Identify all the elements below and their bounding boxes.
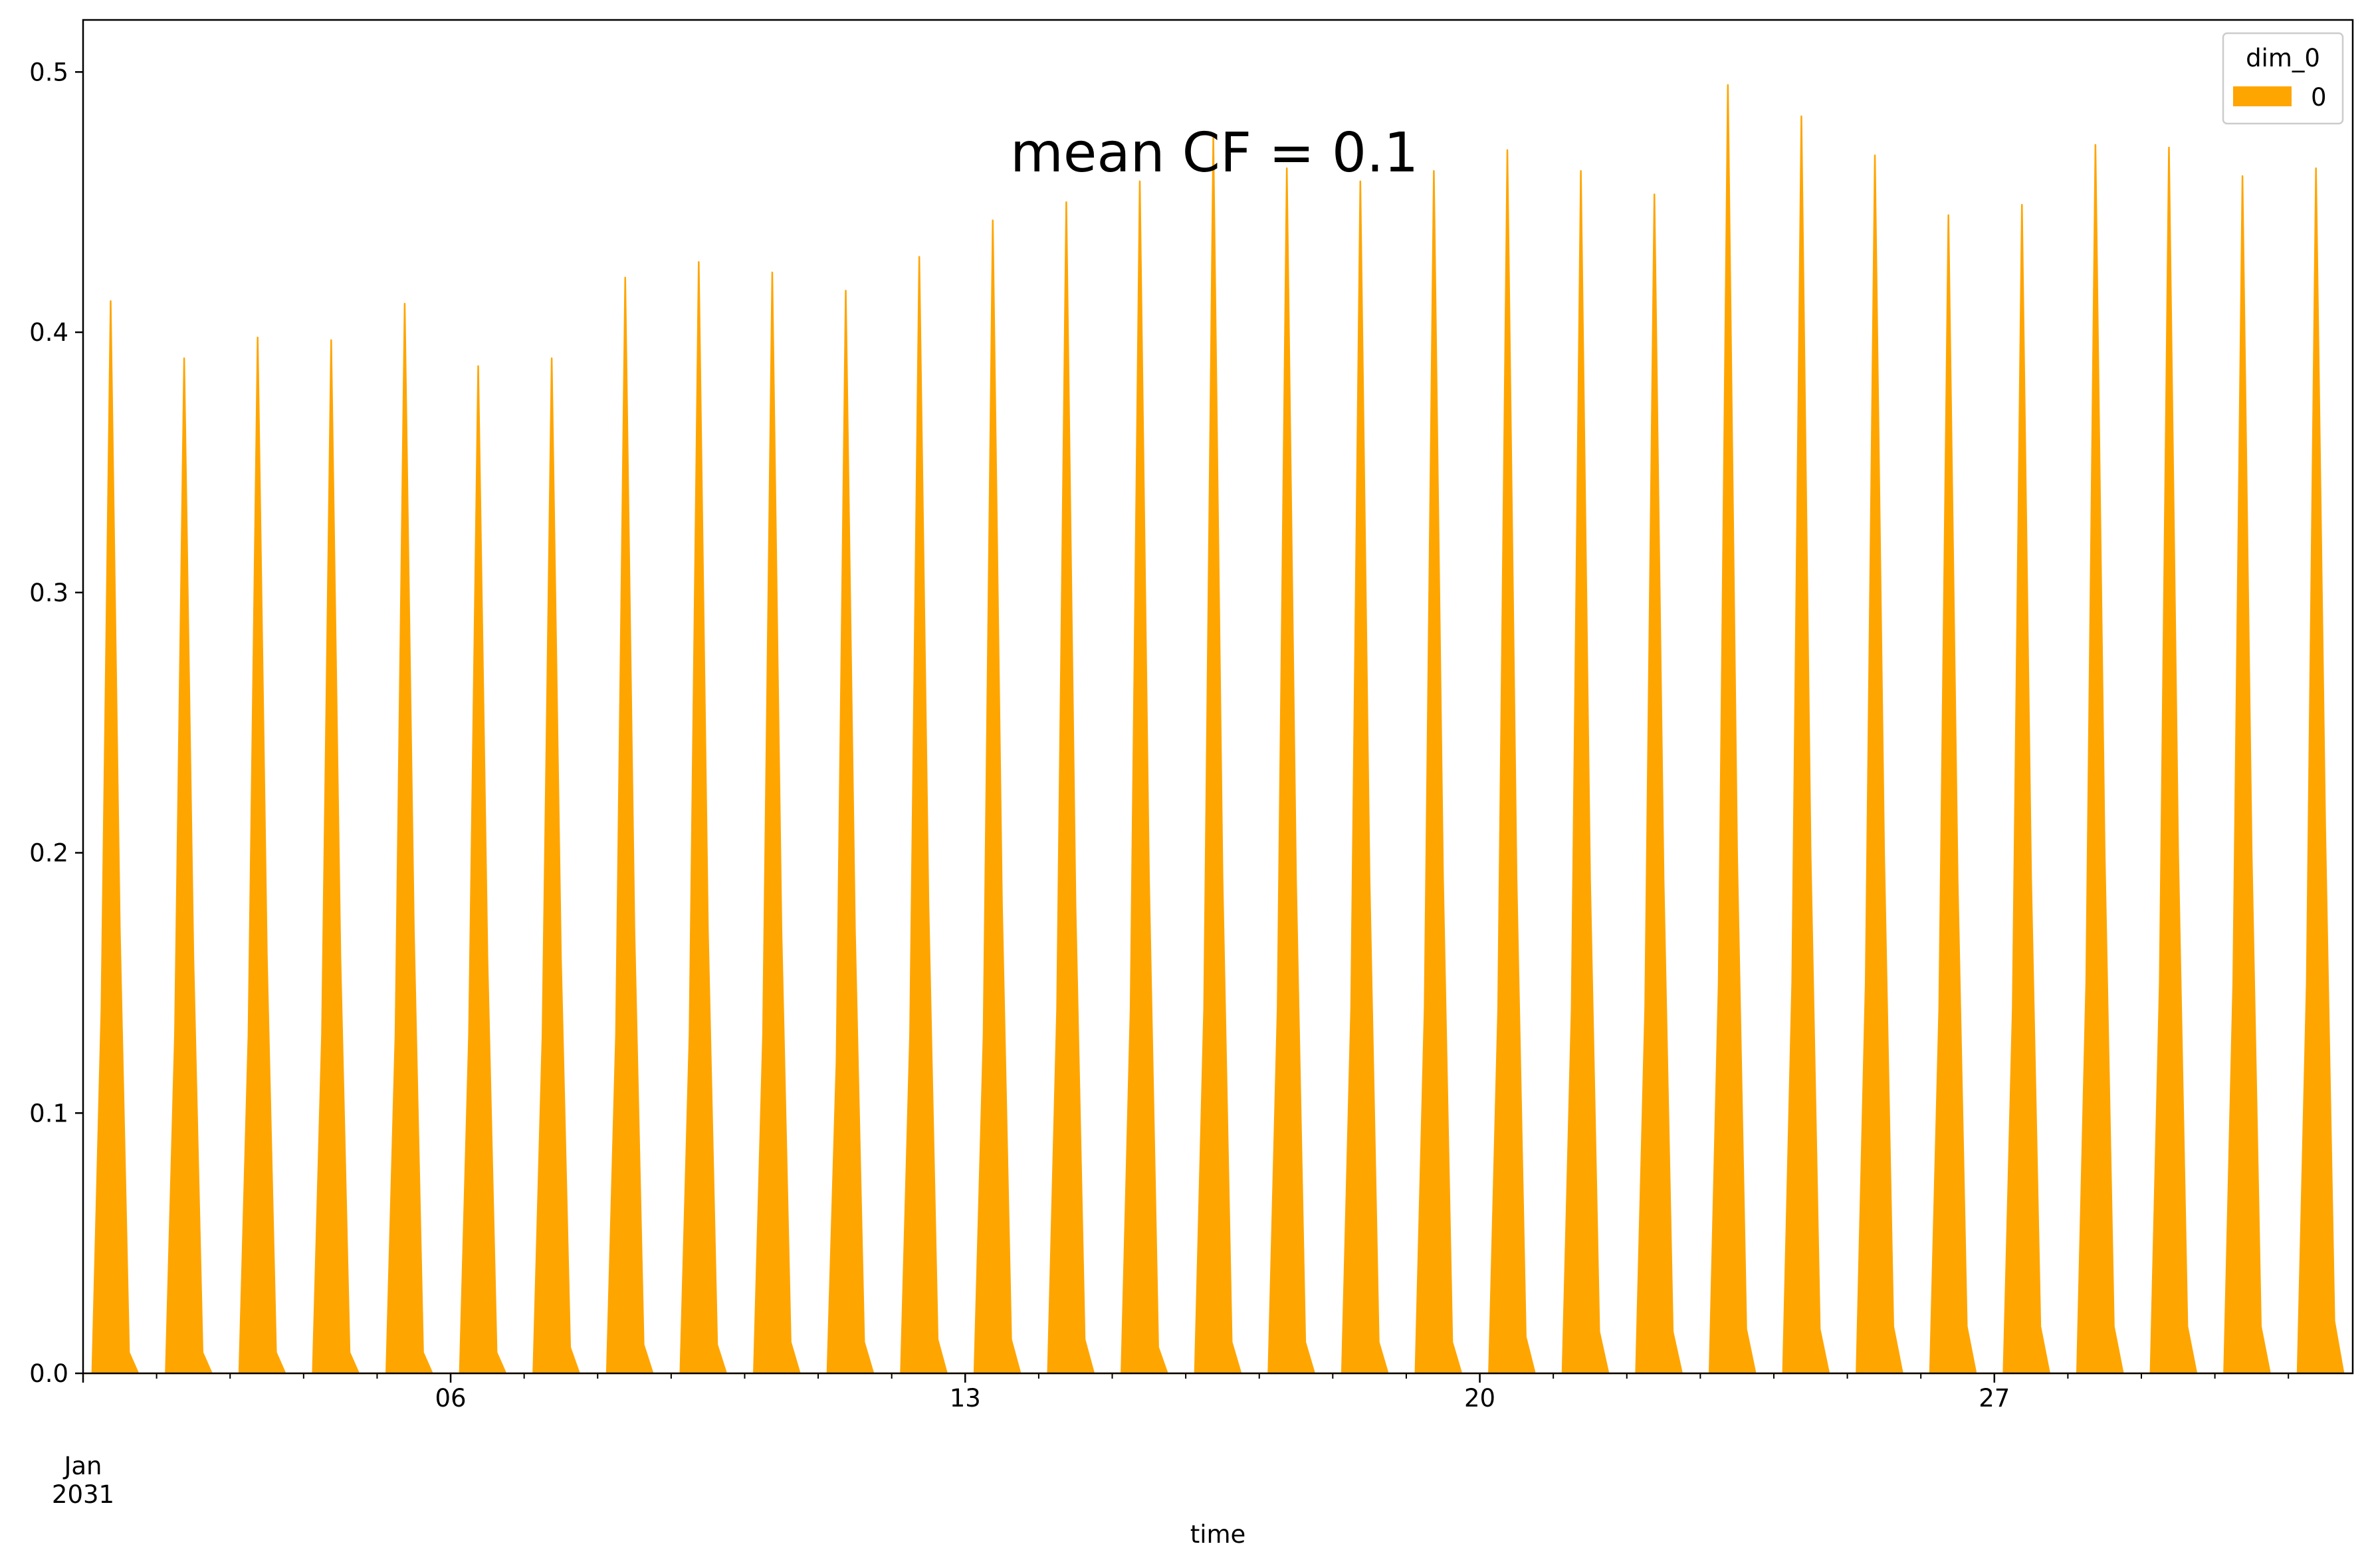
x-tick-label: 27 [1979,1384,2010,1413]
x-tick-label: 13 [950,1384,981,1413]
y-tick-label: 0.3 [29,579,68,607]
y-tick-label: 0.4 [29,318,68,347]
x-tick-label-year: 2031 [52,1480,114,1509]
legend-entry-label: 0 [2311,83,2327,112]
y-tick-label: 0.5 [29,58,68,86]
series-area-group [82,84,2354,1375]
y-axis: 0.0 0.1 0.2 0.3 0.4 0.5 [29,58,83,1388]
x-tick-label-month: Jan [62,1452,102,1480]
x-tick-label: 06 [435,1384,466,1413]
y-tick-label: 0.0 [29,1359,68,1388]
plot-frame [82,19,2354,1375]
series-0-area [82,84,2354,1375]
legend-title: dim_0 [2246,44,2320,72]
x-tick-label: 20 [1464,1384,1495,1413]
x-axis-label: time [1190,1520,1246,1549]
chart-annotation: mean CF = 0.1 [1010,122,1418,185]
legend-swatch [2233,86,2292,106]
y-tick-label: 0.1 [29,1099,68,1127]
legend: dim_0 0 [2222,32,2344,125]
y-tick-label: 0.2 [29,839,68,868]
